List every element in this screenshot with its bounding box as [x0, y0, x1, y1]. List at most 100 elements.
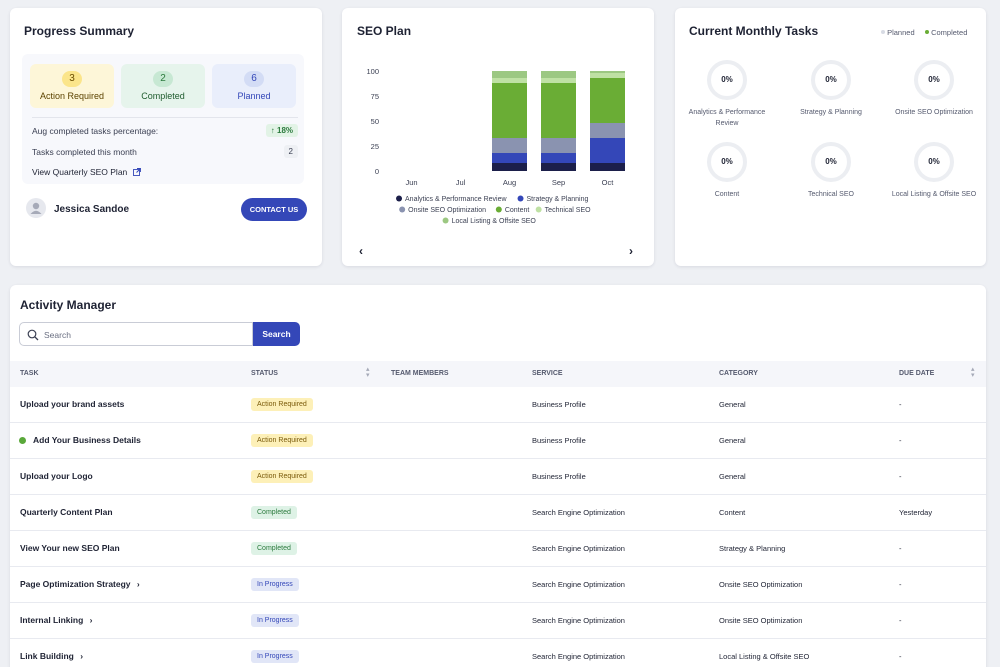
task-name[interactable]: Link Building ›: [20, 651, 83, 661]
sort-icon[interactable]: ▴ ▾: [971, 366, 975, 379]
status-badge: Completed: [251, 542, 297, 555]
column-header-due-date[interactable]: DUE DATE: [899, 370, 935, 377]
table-row[interactable]: View Your new SEO Plan Completed Search …: [10, 531, 986, 567]
activity-manager-card: Activity Manager Search TASK STATUS ▴▾ T…: [10, 285, 986, 667]
quarterly-seo-plan-link[interactable]: View Quarterly SEO Plan: [32, 167, 141, 178]
task-ring-label: Onsite SEO Optimization: [895, 109, 973, 116]
bar-segment: [541, 83, 576, 138]
stat-action-required[interactable]: 3 Action Required: [30, 64, 114, 108]
task-name[interactable]: Upload your Logo: [20, 471, 93, 481]
status-badge: Action Required: [251, 434, 313, 447]
seo-plan-title: SEO Plan: [357, 24, 412, 38]
table-row[interactable]: Page Optimization Strategy › In Progress…: [10, 567, 986, 603]
task-name-text: Link Building: [20, 651, 74, 661]
bar-segment: [541, 78, 576, 83]
y-tick-label: 25: [371, 142, 379, 151]
task-ring[interactable]: 0%: [811, 60, 851, 100]
bar-segment: [541, 153, 576, 163]
legend-marker: [535, 206, 542, 213]
due-date-cell: -: [899, 580, 902, 589]
column-header-service[interactable]: SERVICE: [532, 370, 563, 377]
table-row[interactable]: Upload your Logo Action Required Busines…: [10, 459, 986, 495]
x-tick-label: Oct: [602, 178, 615, 187]
tasks-month-count: 2: [283, 145, 298, 158]
task-name[interactable]: Upload your brand assets: [20, 399, 125, 409]
service-cell: Business Profile: [532, 472, 586, 481]
task-ring[interactable]: 0%: [914, 142, 954, 182]
legend-label: Onsite SEO Optimization: [408, 207, 486, 214]
category-cell: Strategy & Planning: [719, 544, 786, 553]
monthly-tasks-title: Current Monthly Tasks: [689, 24, 819, 38]
table-row[interactable]: Upload your brand assets Action Required…: [10, 387, 986, 423]
task-name[interactable]: Page Optimization Strategy ›: [20, 579, 140, 589]
contact-us-button[interactable]: CONTACT US: [241, 198, 307, 221]
seo-plan-chart: 0 25 50 75 100 Jun Jul Aug Sep Oct Analytics & Per…: [366, 67, 625, 225]
task-name[interactable]: Internal Linking ›: [20, 615, 93, 625]
search-field[interactable]: [19, 322, 253, 346]
stat-count: 3: [62, 71, 82, 87]
task-name[interactable]: Add Your Business Details: [33, 435, 141, 445]
x-tick-label: Jun: [405, 178, 417, 187]
chevron-right-icon[interactable]: ›: [80, 651, 84, 661]
column-header-team-members[interactable]: TEAM MEMBERS: [391, 370, 449, 377]
stat-planned[interactable]: 6 Planned: [212, 64, 296, 108]
service-cell: Search Engine Optimization: [532, 652, 625, 661]
chevron-left-icon[interactable]: ‹: [359, 244, 363, 258]
table-row[interactable]: Quarterly Content Plan Completed Search …: [10, 495, 986, 531]
bar-segment: [541, 163, 576, 171]
status-badge: In Progress: [251, 578, 299, 591]
due-date-cell: -: [899, 400, 902, 409]
category-cell: General: [719, 400, 746, 409]
task-name[interactable]: View Your new SEO Plan: [20, 543, 120, 553]
search-input[interactable]: [44, 328, 244, 341]
sort-icon[interactable]: ▴ ▾: [366, 366, 370, 379]
task-ring[interactable]: 0%: [914, 60, 954, 100]
category-cell: General: [719, 436, 746, 445]
x-tick-label: Sep: [552, 178, 565, 187]
bar-segment: [590, 71, 625, 73]
y-tick-label: 100: [366, 67, 379, 76]
stat-completed[interactable]: 2 Completed: [121, 64, 205, 108]
activity-manager-title: Activity Manager: [20, 298, 117, 312]
task-ring[interactable]: 0%: [707, 60, 747, 100]
table-row[interactable]: Internal Linking › In Progress Search En…: [10, 603, 986, 639]
bar-segment: [541, 138, 576, 153]
task-name[interactable]: Quarterly Content Plan: [20, 507, 113, 517]
chevron-right-icon[interactable]: ›: [629, 244, 633, 258]
service-cell: Search Engine Optimization: [532, 544, 625, 553]
category-cell: General: [719, 472, 746, 481]
legend-label: Analytics & Performance Review: [405, 196, 507, 203]
stat-label: Action Required: [39, 91, 105, 101]
stat-label: Completed: [141, 91, 185, 101]
service-cell: Search Engine Optimization: [532, 508, 625, 517]
chevron-right-icon[interactable]: ›: [89, 615, 93, 625]
stat-count: 2: [153, 71, 173, 87]
progress-summary-title: Progress Summary: [24, 24, 135, 38]
y-tick-label: 0: [375, 167, 379, 176]
task-ring-label: Content: [714, 191, 740, 198]
user-icon: [30, 202, 42, 214]
category-cell: Onsite SEO Optimization: [719, 616, 803, 625]
bar-segment: [492, 83, 527, 138]
search-button[interactable]: Search: [253, 322, 300, 346]
table-row[interactable]: Link Building › In Progress Search Engin…: [10, 639, 986, 667]
column-header-category[interactable]: CATEGORY: [719, 370, 758, 377]
stat-count: 6: [244, 71, 264, 87]
category-cell: Onsite SEO Optimization: [719, 580, 803, 589]
legend-label: Planned: [887, 28, 915, 37]
column-header-task[interactable]: TASK: [20, 370, 39, 377]
legend-label: Strategy & Planning: [527, 196, 589, 203]
task-ring[interactable]: 0%: [707, 142, 747, 182]
due-date-cell: -: [899, 652, 902, 661]
category-cell: Local Listing & Offsite SEO: [719, 652, 810, 661]
x-tick-label: Aug: [503, 178, 516, 187]
table-row[interactable]: Add Your Business Details Action Require…: [10, 423, 986, 459]
column-header-status[interactable]: STATUS: [251, 370, 278, 377]
bar-segment: [590, 123, 625, 138]
bar-segment: [590, 73, 625, 78]
chevron-right-icon[interactable]: ›: [136, 579, 140, 589]
status-badge: In Progress: [251, 650, 299, 663]
y-tick-label: 75: [371, 92, 379, 101]
task-ring[interactable]: 0%: [811, 142, 851, 182]
category-cell: Content: [719, 508, 746, 517]
